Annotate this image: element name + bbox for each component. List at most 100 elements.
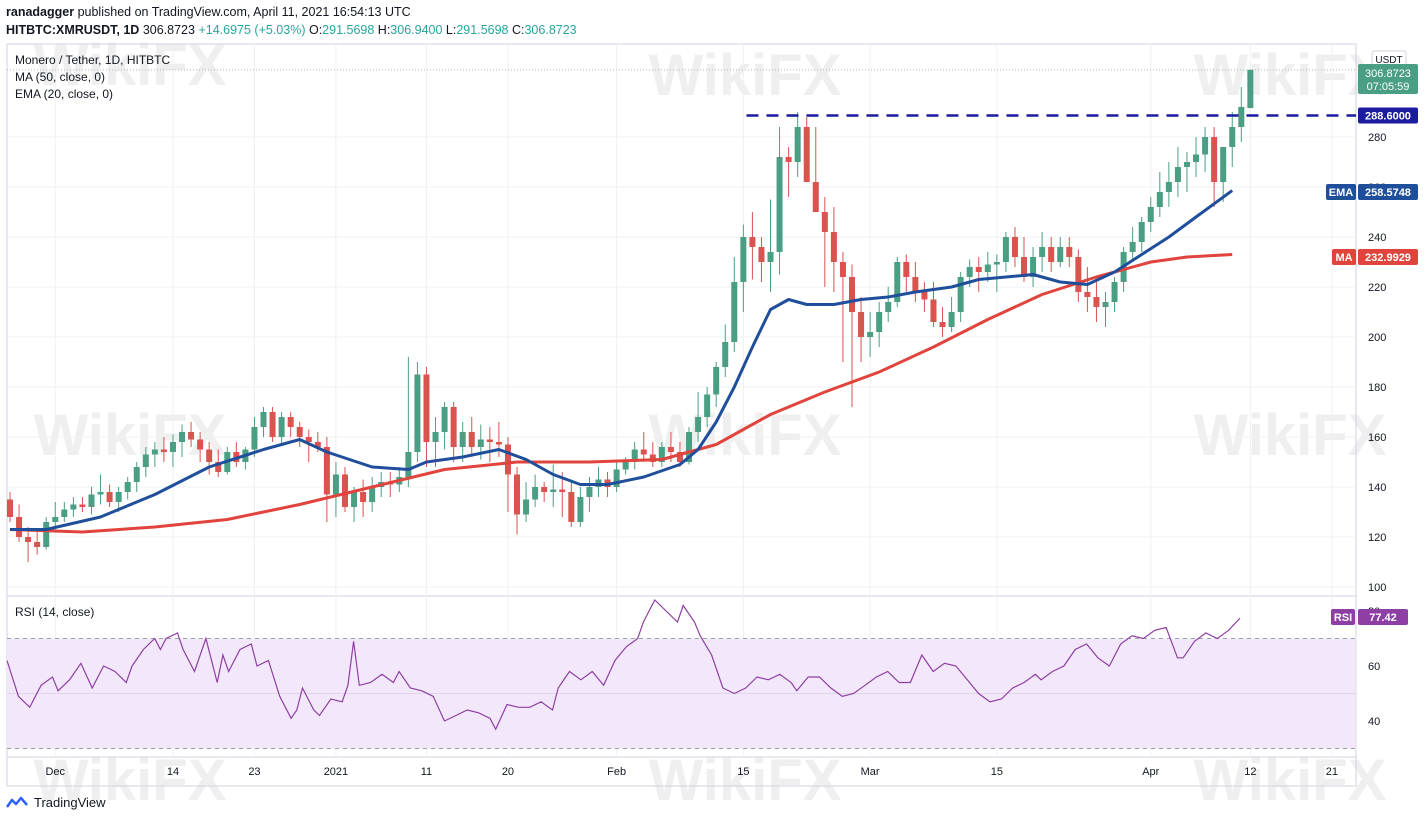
candle [1002, 232, 1009, 272]
candle [115, 487, 122, 512]
candle-body [903, 262, 910, 277]
candle-body [830, 232, 837, 262]
candle [1138, 217, 1145, 252]
candle-body [912, 277, 919, 292]
candle-body [767, 252, 774, 262]
ema-legend[interactable]: EMA (20, close, 0) [15, 87, 114, 101]
countdown-text: 07:05:59 [1367, 81, 1410, 93]
candle [1102, 292, 1109, 327]
candle-body [550, 489, 557, 492]
candle [767, 199, 774, 292]
time-tick-label: 11 [421, 766, 432, 778]
symbol-name[interactable]: HITBTC:XMRUSDT, 1D [6, 23, 140, 37]
candle [468, 417, 475, 455]
candle-body [812, 182, 819, 212]
candle-body [867, 332, 874, 337]
candle-body [667, 447, 674, 452]
candle-body [504, 444, 511, 475]
candle [894, 257, 901, 307]
candle-body [197, 439, 204, 450]
candle-body [613, 469, 620, 487]
candle [1030, 247, 1037, 287]
candle [414, 362, 421, 462]
candle-body [695, 417, 702, 432]
candle [559, 472, 566, 517]
price-tick-label: 220 [1368, 282, 1386, 294]
rsi-legend[interactable]: RSI (14, close) [15, 605, 95, 619]
candle [1211, 127, 1218, 207]
candle [287, 412, 294, 437]
candle-body [1211, 137, 1218, 182]
tradingview-footer[interactable]: TradingView [6, 795, 106, 810]
candle-body [1048, 247, 1055, 262]
candle-body [432, 432, 439, 442]
candle-body [323, 447, 330, 495]
ma-name-tag: MA [1332, 249, 1356, 265]
candle-body [115, 492, 122, 502]
candle-body [514, 474, 521, 515]
candle-body [1011, 237, 1018, 257]
time-tick-label: 21 [1326, 766, 1338, 778]
rsi-value-tag-bg [1358, 609, 1408, 625]
candle-body [1229, 127, 1236, 147]
candle-body [1066, 247, 1073, 257]
candle-body [179, 432, 186, 442]
candle [197, 432, 204, 462]
candle-body [541, 487, 548, 492]
candle-body [785, 157, 792, 162]
candle [1066, 237, 1073, 267]
candle-body [160, 449, 167, 452]
candle-body [1156, 192, 1163, 207]
candle-body [369, 487, 376, 502]
candle-body [124, 482, 131, 492]
watermark-text: WikiFX [649, 43, 842, 108]
rsi-tick-label: 60 [1368, 661, 1380, 673]
open-value: 291.5698 [322, 23, 375, 37]
candle-body [622, 462, 629, 470]
candle [577, 487, 584, 527]
candle [613, 462, 620, 492]
time-tick-label: 15 [991, 766, 1003, 778]
candle-body [486, 439, 493, 442]
candle [16, 504, 23, 542]
candle-body [88, 494, 95, 507]
candle-body [577, 497, 584, 522]
candle-body [993, 262, 1000, 265]
candle [722, 324, 729, 377]
watermark-text: WikiFX [34, 748, 227, 813]
symbol-info: HITBTC:XMRUSDT, 1D 306.8723 +14.6975 (+5… [6, 22, 577, 38]
candle [369, 477, 376, 512]
candle-body [658, 447, 665, 462]
candle [1057, 237, 1064, 267]
ma-legend[interactable]: MA (50, close, 0) [15, 70, 106, 84]
candle-body [332, 474, 339, 495]
candle-body [142, 454, 149, 467]
rsi-value-tag: 77.42 [1358, 609, 1408, 625]
candle-body [839, 262, 846, 277]
candle-body [106, 492, 113, 502]
candle [921, 282, 928, 312]
candle-body [848, 277, 855, 312]
candle-body [1247, 69, 1254, 109]
candle-body [405, 452, 412, 477]
rsi-name-tag-bg [1331, 609, 1355, 625]
candle [821, 197, 828, 287]
candle-body [858, 312, 865, 337]
author-name[interactable]: ranadagger [6, 5, 75, 19]
candle [79, 497, 86, 512]
candle [97, 474, 104, 505]
currency-label: USDT [1371, 50, 1407, 68]
ma-value-tag-bg [1358, 249, 1418, 265]
candle-body [1084, 292, 1091, 297]
candle-body [450, 407, 457, 447]
candle [794, 112, 801, 177]
candle-body [1129, 242, 1136, 252]
tradingview-logo-icon [6, 796, 28, 808]
candle [785, 147, 792, 197]
rsi-value-tag-text: 77.42 [1369, 612, 1397, 624]
candle [405, 357, 412, 487]
candle [360, 479, 367, 517]
candle-body [1174, 167, 1181, 182]
